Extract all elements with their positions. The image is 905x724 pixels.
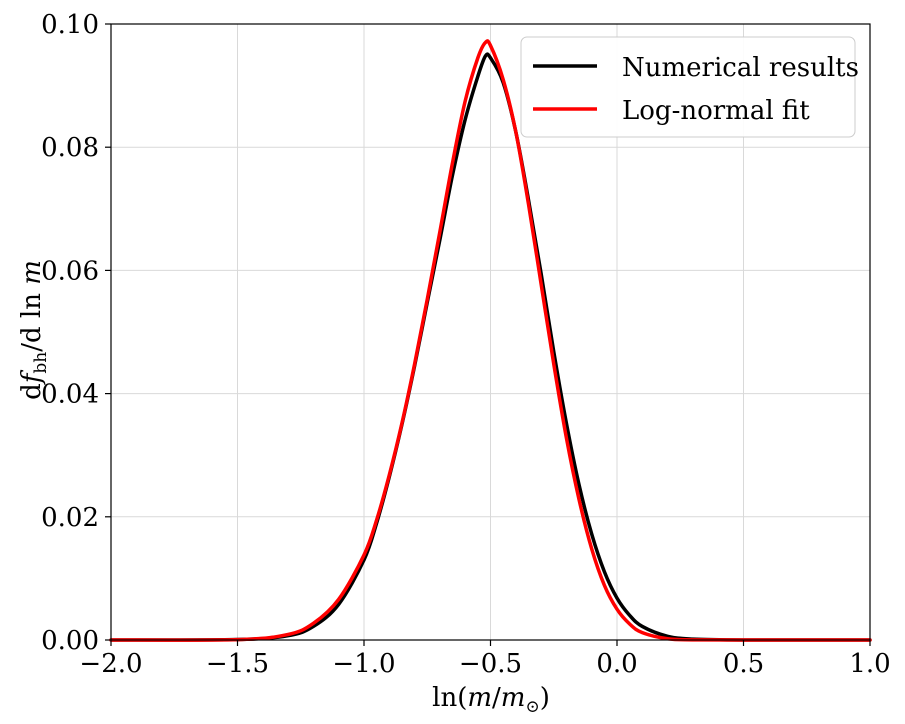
legend-label-numerical: Numerical results <box>622 53 859 83</box>
legend-label-lognormal: Log-normal fit <box>622 96 810 126</box>
x-tick-label: −1.0 <box>332 649 395 679</box>
axis-ticks: −2.0 −1.5 −1.0 −0.5 0.0 0.5 1.0 0.00 0.02 0.04 0.0… <box>41 10 891 679</box>
y-tick-label: 0.08 <box>41 133 99 163</box>
x-tick-label: 0.0 <box>596 649 637 679</box>
y-tick-label: 0.04 <box>41 380 99 410</box>
y-tick-label: 0.02 <box>41 503 99 533</box>
series-line-numerical <box>109 52 872 642</box>
y-tick-label: 0.00 <box>41 626 99 656</box>
x-axis-label: ln(m/m⊙) <box>432 683 550 717</box>
legend-box <box>520 36 856 138</box>
x-tick-label: −2.0 <box>79 649 142 679</box>
x-tick-label: 0.5 <box>723 649 764 679</box>
x-tick-label: −0.5 <box>459 649 522 679</box>
y-tick-label: 0.10 <box>41 10 99 40</box>
y-axis-label: dfbh/d ln m <box>17 260 51 400</box>
x-tick-label: −1.5 <box>206 649 269 679</box>
series-lines <box>109 39 872 642</box>
y-tick-label: 0.06 <box>41 256 99 286</box>
x-tick-label: 1.0 <box>849 649 890 679</box>
legend: Numerical results Log-normal fit <box>520 36 859 138</box>
series-line-lognormal <box>109 39 872 642</box>
